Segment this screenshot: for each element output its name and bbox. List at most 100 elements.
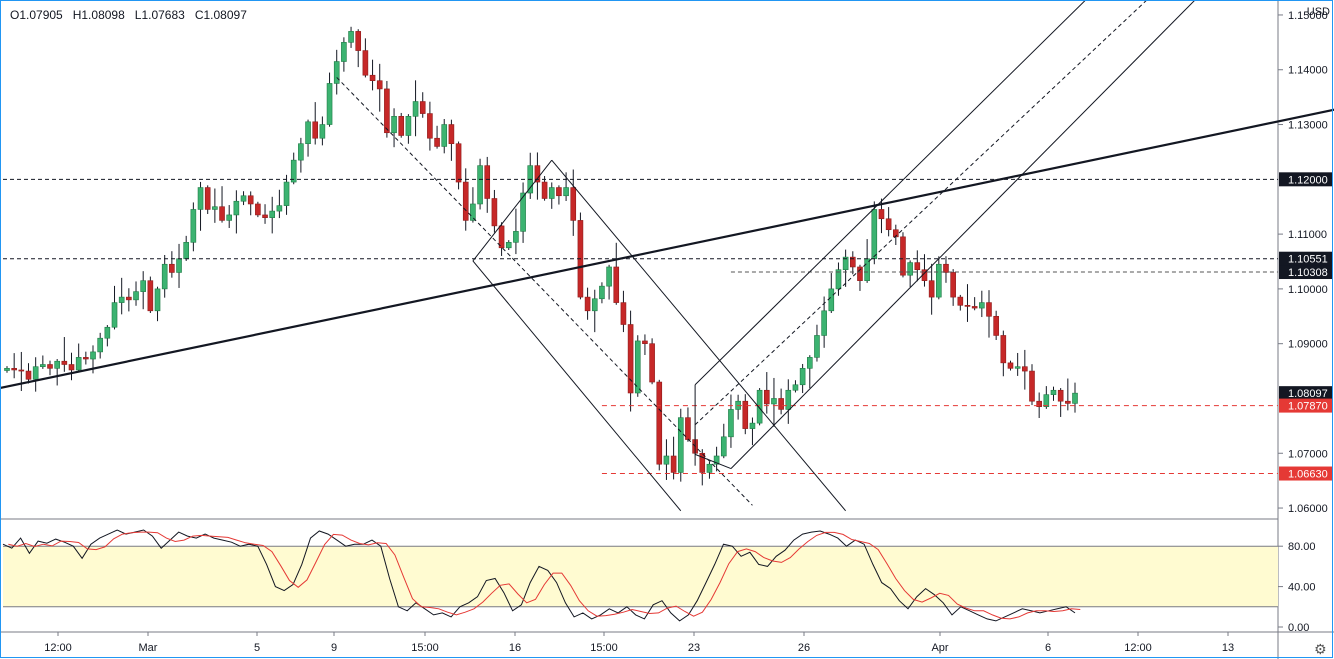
candle bbox=[219, 206, 225, 221]
candle bbox=[964, 305, 971, 307]
candle bbox=[290, 159, 297, 183]
price-label: 1.12000 bbox=[1288, 174, 1328, 186]
high-value: H1.08098 bbox=[72, 8, 125, 22]
candle bbox=[893, 229, 899, 238]
candle bbox=[419, 101, 426, 114]
candle bbox=[111, 302, 118, 328]
candle bbox=[319, 124, 326, 139]
candle bbox=[957, 296, 964, 306]
candle bbox=[54, 360, 60, 369]
candle bbox=[885, 218, 892, 231]
stochastic-tick-label: 0.00 bbox=[1288, 622, 1309, 634]
candle bbox=[914, 262, 921, 271]
candle bbox=[806, 357, 813, 369]
time-tick-label: 16 bbox=[509, 642, 521, 654]
candle bbox=[971, 306, 978, 309]
candle bbox=[75, 357, 82, 371]
candle bbox=[348, 31, 354, 43]
price-label-box bbox=[1279, 398, 1333, 413]
candle bbox=[233, 200, 240, 216]
candle bbox=[405, 116, 412, 136]
gear-icon[interactable]: ⚙ bbox=[1314, 641, 1327, 657]
candle bbox=[25, 370, 32, 380]
candle bbox=[943, 263, 949, 273]
price-tick-label: 1.15000 bbox=[1288, 10, 1328, 22]
candle bbox=[849, 256, 856, 268]
candle bbox=[570, 187, 577, 221]
candle bbox=[613, 266, 620, 303]
candle bbox=[398, 116, 405, 136]
currency-label: USD bbox=[1306, 6, 1330, 18]
candle bbox=[713, 455, 720, 465]
candle bbox=[606, 266, 612, 287]
candle bbox=[534, 165, 541, 183]
candle bbox=[928, 280, 935, 298]
candle bbox=[412, 101, 419, 117]
candle bbox=[513, 231, 519, 243]
candle bbox=[32, 366, 39, 380]
candle bbox=[720, 436, 727, 457]
candle bbox=[835, 269, 842, 290]
candle bbox=[498, 225, 505, 249]
candle bbox=[154, 288, 161, 312]
up-channel-upper bbox=[694, 0, 1087, 386]
candle bbox=[950, 272, 956, 298]
candle bbox=[269, 210, 276, 218]
candle bbox=[305, 121, 311, 145]
candle bbox=[1050, 389, 1057, 395]
price-label: 1.10551 bbox=[1288, 254, 1328, 266]
candle bbox=[634, 340, 641, 394]
candle bbox=[649, 343, 655, 383]
candle bbox=[40, 364, 46, 367]
candle bbox=[1065, 400, 1071, 404]
candle bbox=[355, 31, 362, 51]
price-label-box bbox=[1279, 265, 1333, 280]
candle bbox=[434, 137, 440, 147]
candle bbox=[505, 242, 512, 249]
candle bbox=[126, 296, 132, 301]
candle bbox=[828, 288, 835, 312]
candle bbox=[197, 187, 204, 210]
candle bbox=[11, 368, 17, 371]
time-tick-label: Apr bbox=[931, 642, 948, 654]
candle bbox=[599, 285, 605, 300]
candle bbox=[799, 368, 806, 386]
candle bbox=[663, 455, 670, 465]
time-tick-label: 9 bbox=[331, 642, 337, 654]
candle bbox=[212, 206, 218, 210]
candle bbox=[47, 364, 53, 369]
down-channel-lower bbox=[472, 260, 682, 512]
candle bbox=[68, 364, 75, 371]
candle bbox=[441, 124, 448, 147]
candle bbox=[986, 302, 992, 317]
candles bbox=[4, 26, 1078, 486]
candle bbox=[620, 302, 627, 325]
candle bbox=[118, 296, 125, 303]
candle bbox=[548, 187, 555, 199]
price-label-box bbox=[1279, 386, 1333, 401]
candle bbox=[427, 113, 433, 139]
candle bbox=[591, 298, 598, 312]
price-tick-label: 1.10000 bbox=[1288, 284, 1328, 296]
candle bbox=[1007, 362, 1014, 369]
candle bbox=[276, 205, 283, 212]
candle bbox=[477, 165, 483, 205]
candle bbox=[563, 187, 569, 197]
candle bbox=[262, 214, 268, 218]
candle bbox=[670, 455, 677, 473]
candle bbox=[771, 398, 777, 405]
candle bbox=[491, 198, 498, 227]
candle bbox=[979, 302, 985, 309]
price-tick-label: 1.09000 bbox=[1288, 339, 1328, 351]
candle bbox=[1014, 366, 1021, 369]
low-value: L1.07683 bbox=[134, 8, 185, 22]
candle bbox=[247, 195, 254, 205]
candle bbox=[61, 360, 68, 365]
candle bbox=[1036, 400, 1042, 407]
candle bbox=[1043, 394, 1050, 407]
candle bbox=[785, 389, 792, 410]
candle bbox=[1072, 392, 1078, 404]
down-channel-median bbox=[336, 77, 753, 506]
time-tick-label: 12:00 bbox=[44, 642, 72, 654]
